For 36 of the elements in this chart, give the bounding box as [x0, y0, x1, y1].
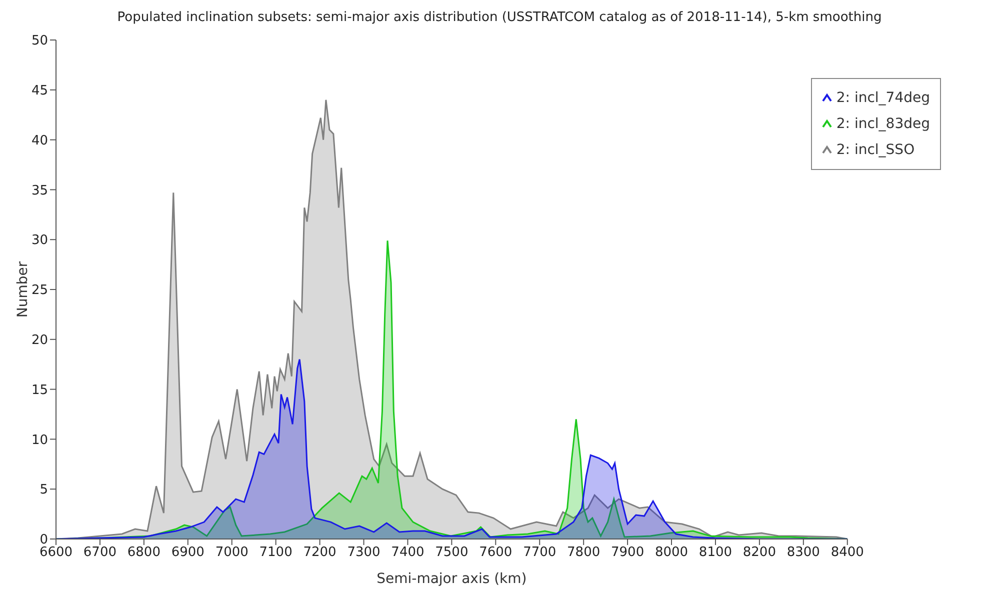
- y-tick-label: 40: [31, 133, 48, 148]
- x-tick-label: 7600: [479, 545, 512, 560]
- y-tick-label: 10: [31, 432, 48, 448]
- y-tick-label: 30: [31, 233, 48, 248]
- legend-label: 2: incl_83deg: [836, 116, 930, 132]
- y-tick-label: 45: [31, 84, 48, 99]
- y-tick-label: 0: [40, 532, 48, 548]
- x-tick-label: 7500: [435, 545, 468, 560]
- x-tick-label: 6900: [171, 545, 204, 560]
- y-tick-label: 35: [31, 183, 48, 198]
- x-tick-label: 6800: [127, 545, 160, 560]
- x-tick-label: 6700: [83, 545, 117, 560]
- x-tick-label: 7100: [259, 545, 292, 560]
- y-tick-label: 50: [31, 34, 48, 49]
- x-tick-label: 7800: [567, 545, 600, 560]
- x-tick-label: 8200: [742, 545, 776, 560]
- y-axis-title: Number: [14, 261, 31, 318]
- x-tick-label: 7200: [303, 545, 336, 560]
- x-axis-title: Semi-major axis (km): [376, 570, 527, 587]
- x-tick-label: 8400: [830, 545, 864, 560]
- y-tick-label: 5: [40, 482, 48, 498]
- legend-label: 2: incl_74deg: [836, 90, 930, 106]
- x-tick-label: 7000: [215, 545, 248, 560]
- x-tick-label: 7900: [611, 545, 644, 560]
- x-tick-label: 8100: [698, 545, 732, 560]
- x-tick-label: 8300: [786, 545, 820, 560]
- y-tick-label: 20: [31, 333, 48, 348]
- x-tick-label: 7300: [347, 545, 380, 560]
- x-tick-label: 7400: [391, 545, 424, 560]
- y-tick-label: 15: [31, 382, 48, 398]
- x-tick-label: 6600: [39, 545, 73, 560]
- x-tick-label: 7700: [523, 545, 556, 560]
- x-tick-label: 8000: [654, 545, 688, 560]
- chart-title: Populated inclination subsets: semi-major axis distribution (USSTRATCOM catalog as of 2018-11-14), 5-km smoothing: [116, 9, 883, 27]
- y-tick-label: 25: [31, 283, 48, 298]
- legend-label: 2: incl_SSO: [836, 142, 915, 158]
